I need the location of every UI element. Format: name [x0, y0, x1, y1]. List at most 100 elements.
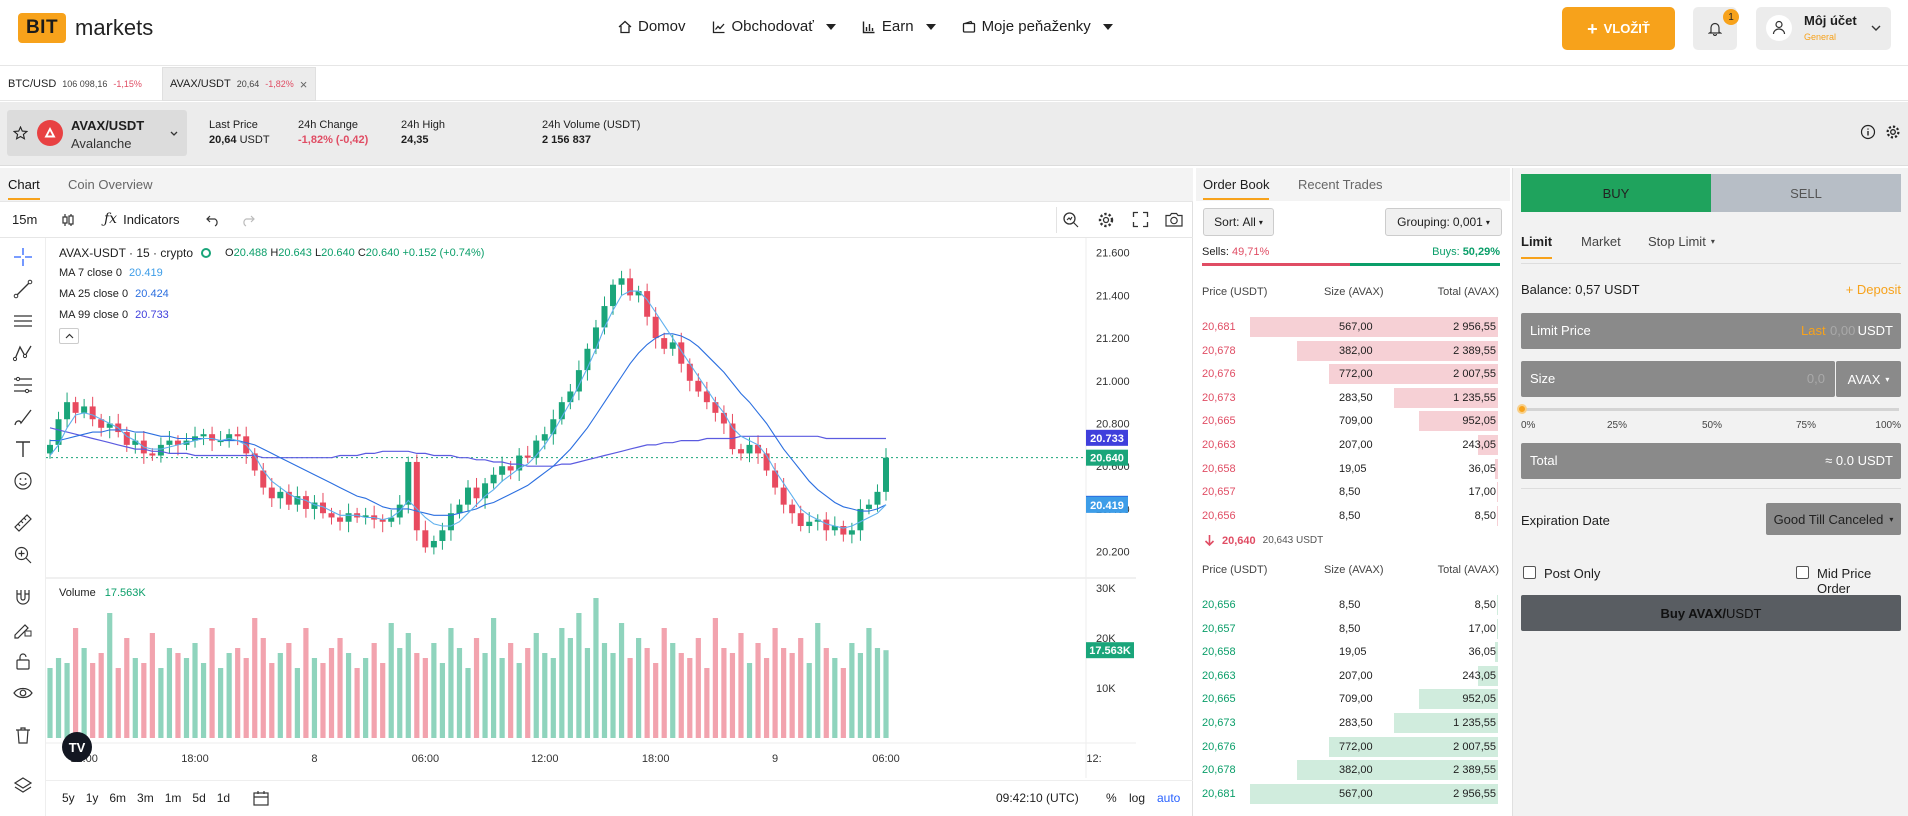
- range-5d[interactable]: 5d: [192, 791, 206, 805]
- slider-tick[interactable]: 75%: [1796, 420, 1817, 431]
- grouping-select[interactable]: Grouping: 0,001 ▾: [1385, 208, 1502, 236]
- fib-icon[interactable]: [12, 374, 34, 396]
- sell-tab-button[interactable]: SELL: [1711, 174, 1901, 212]
- horizontal-lines-icon[interactable]: [12, 310, 34, 332]
- order-type-stop-limit[interactable]: Stop Limit ▾: [1648, 234, 1715, 249]
- ask-row[interactable]: 20,678 382,00 2 389,55: [1196, 340, 1510, 362]
- ask-row[interactable]: 20,657 8,50 17,00: [1196, 481, 1510, 503]
- expiration-select[interactable]: Good Till Canceled ▾: [1766, 503, 1901, 535]
- size-field[interactable]: Size 0,0: [1521, 361, 1835, 397]
- nav-trade[interactable]: Obchodovať: [712, 18, 836, 35]
- bid-row[interactable]: 20,678 382,00 2 389,55: [1196, 759, 1510, 781]
- nav-earn[interactable]: Earn: [862, 18, 936, 35]
- eye-icon[interactable]: [12, 682, 34, 704]
- star-icon[interactable]: [13, 126, 28, 140]
- tab-coin-overview[interactable]: Coin Overview: [68, 177, 153, 192]
- bid-row[interactable]: 20,681 567,00 2 956,55: [1196, 783, 1510, 805]
- tab-recent-trades[interactable]: Recent Trades: [1298, 177, 1383, 192]
- info-icon[interactable]: [1860, 124, 1876, 140]
- pair-selector[interactable]: AVAX/USDT Avalanche: [7, 110, 187, 156]
- slider-tick[interactable]: 0%: [1521, 420, 1536, 431]
- submit-buy-button[interactable]: Buy AVAX/USDT: [1521, 595, 1901, 631]
- zoom-search-icon[interactable]: [1062, 211, 1080, 229]
- order-type-limit[interactable]: Limit: [1521, 234, 1553, 259]
- lock-icon[interactable]: [12, 650, 34, 672]
- mid-price-checkbox[interactable]: [1796, 566, 1809, 579]
- ticker-tab-btc[interactable]: BTC/USD 106 098,16 -1,15%: [8, 67, 142, 101]
- camera-icon[interactable]: [1164, 211, 1184, 228]
- sort-select[interactable]: Sort: All ▾: [1203, 208, 1274, 236]
- deposit-link[interactable]: + Deposit: [1846, 282, 1901, 297]
- candles-icon[interactable]: [60, 212, 76, 228]
- order-type-market[interactable]: Market: [1581, 234, 1621, 249]
- range-1d[interactable]: 1d: [216, 791, 231, 805]
- ruler-icon[interactable]: [12, 512, 34, 534]
- price-chart[interactable]: 21.60021.40021.20021.00020.80020.60020.4…: [46, 238, 1136, 778]
- bid-row[interactable]: 20,676 772,00 2 007,55: [1196, 736, 1510, 758]
- range-6m[interactable]: 6m: [109, 791, 127, 805]
- pencil-lock-icon[interactable]: [12, 618, 34, 640]
- fullscreen-icon[interactable]: [1132, 211, 1149, 228]
- notifications-button[interactable]: 1: [1693, 7, 1739, 50]
- auto-toggle[interactable]: auto: [1157, 791, 1181, 805]
- nav-wallets[interactable]: Moje peňaženky: [962, 18, 1113, 35]
- range-3m[interactable]: 3m: [137, 791, 154, 805]
- gear-icon[interactable]: [1885, 124, 1901, 140]
- ask-row[interactable]: 20,676 772,00 2 007,55: [1196, 363, 1510, 385]
- account-menu[interactable]: Môj účet General: [1756, 7, 1891, 50]
- bid-row[interactable]: 20,658 19,05 36,05: [1196, 641, 1510, 663]
- size-unit-select[interactable]: AVAX ▾: [1836, 361, 1901, 397]
- bid-row[interactable]: 20,663 207,00 243,05: [1196, 665, 1510, 687]
- zoom-in-icon[interactable]: [12, 544, 34, 566]
- ask-row[interactable]: 20,681 567,00 2 956,55: [1196, 316, 1510, 338]
- ask-row[interactable]: 20,673 283,50 1 235,55: [1196, 387, 1510, 409]
- crosshair-icon[interactable]: [12, 246, 34, 268]
- tab-chart[interactable]: Chart: [8, 177, 40, 200]
- slider-tick[interactable]: 100%: [1875, 420, 1901, 431]
- interval-selector[interactable]: 15m: [12, 212, 38, 227]
- bid-row[interactable]: 20,673 283,50 1 235,55: [1196, 712, 1510, 734]
- calendar-icon[interactable]: [252, 790, 270, 807]
- log-toggle[interactable]: log: [1129, 791, 1146, 805]
- text-icon[interactable]: [12, 438, 34, 460]
- slider-tick[interactable]: 25%: [1607, 420, 1628, 431]
- percent-toggle[interactable]: %: [1106, 791, 1117, 805]
- tradingview-logo-icon[interactable]: TV: [62, 732, 92, 762]
- ticker-tab-avax[interactable]: AVAX/USDT 20,64 -1,82% ×: [162, 67, 317, 101]
- logo[interactable]: BIT markets: [18, 12, 153, 44]
- ask-row[interactable]: 20,663 207,00 243,05: [1196, 434, 1510, 456]
- tab-order-book[interactable]: Order Book: [1203, 177, 1270, 200]
- slider-handle[interactable]: [1517, 404, 1527, 414]
- magnet-icon[interactable]: [12, 586, 34, 608]
- close-icon[interactable]: ×: [299, 76, 308, 92]
- pattern-icon[interactable]: [12, 342, 34, 364]
- bid-row[interactable]: 20,665 709,00 952,05: [1196, 688, 1510, 710]
- chart-plot-area[interactable]: 21.60021.40021.20021.00020.80020.60020.4…: [46, 238, 1136, 778]
- layers-icon[interactable]: [12, 774, 34, 796]
- redo-icon[interactable]: [240, 213, 256, 227]
- gear-icon[interactable]: [1097, 211, 1115, 229]
- utc-clock[interactable]: 09:42:10 (UTC): [996, 791, 1079, 805]
- post-only-checkbox[interactable]: [1523, 566, 1536, 579]
- trend-line-icon[interactable]: [12, 278, 34, 300]
- collapse-legend-button[interactable]: [59, 328, 79, 344]
- bid-row[interactable]: 20,657 8,50 17,00: [1196, 618, 1510, 640]
- limit-price-field[interactable]: Limit Price Last 0,00 USDT: [1521, 313, 1901, 349]
- ask-row[interactable]: 20,656 8,50 8,50: [1196, 505, 1510, 527]
- size-slider[interactable]: [1517, 404, 1899, 414]
- indicators-button[interactable]: ƒx Indicators: [104, 211, 179, 227]
- range-1m[interactable]: 1m: [164, 791, 182, 805]
- trash-icon[interactable]: [12, 724, 34, 746]
- range-5y[interactable]: 5y: [62, 791, 75, 805]
- slider-tick[interactable]: 50%: [1702, 420, 1723, 431]
- undo-icon[interactable]: [205, 213, 221, 227]
- bid-row[interactable]: 20,656 8,50 8,50: [1196, 594, 1510, 616]
- emoji-icon[interactable]: [12, 470, 34, 492]
- range-1y[interactable]: 1y: [85, 791, 99, 805]
- nav-home[interactable]: Domov: [618, 18, 686, 35]
- ask-row[interactable]: 20,665 709,00 952,05: [1196, 410, 1510, 432]
- buy-tab-button[interactable]: BUY: [1521, 174, 1711, 212]
- deposit-button[interactable]: + VLOŽIŤ: [1562, 7, 1675, 50]
- ask-row[interactable]: 20,658 19,05 36,05: [1196, 458, 1510, 480]
- brush-icon[interactable]: [12, 406, 34, 428]
